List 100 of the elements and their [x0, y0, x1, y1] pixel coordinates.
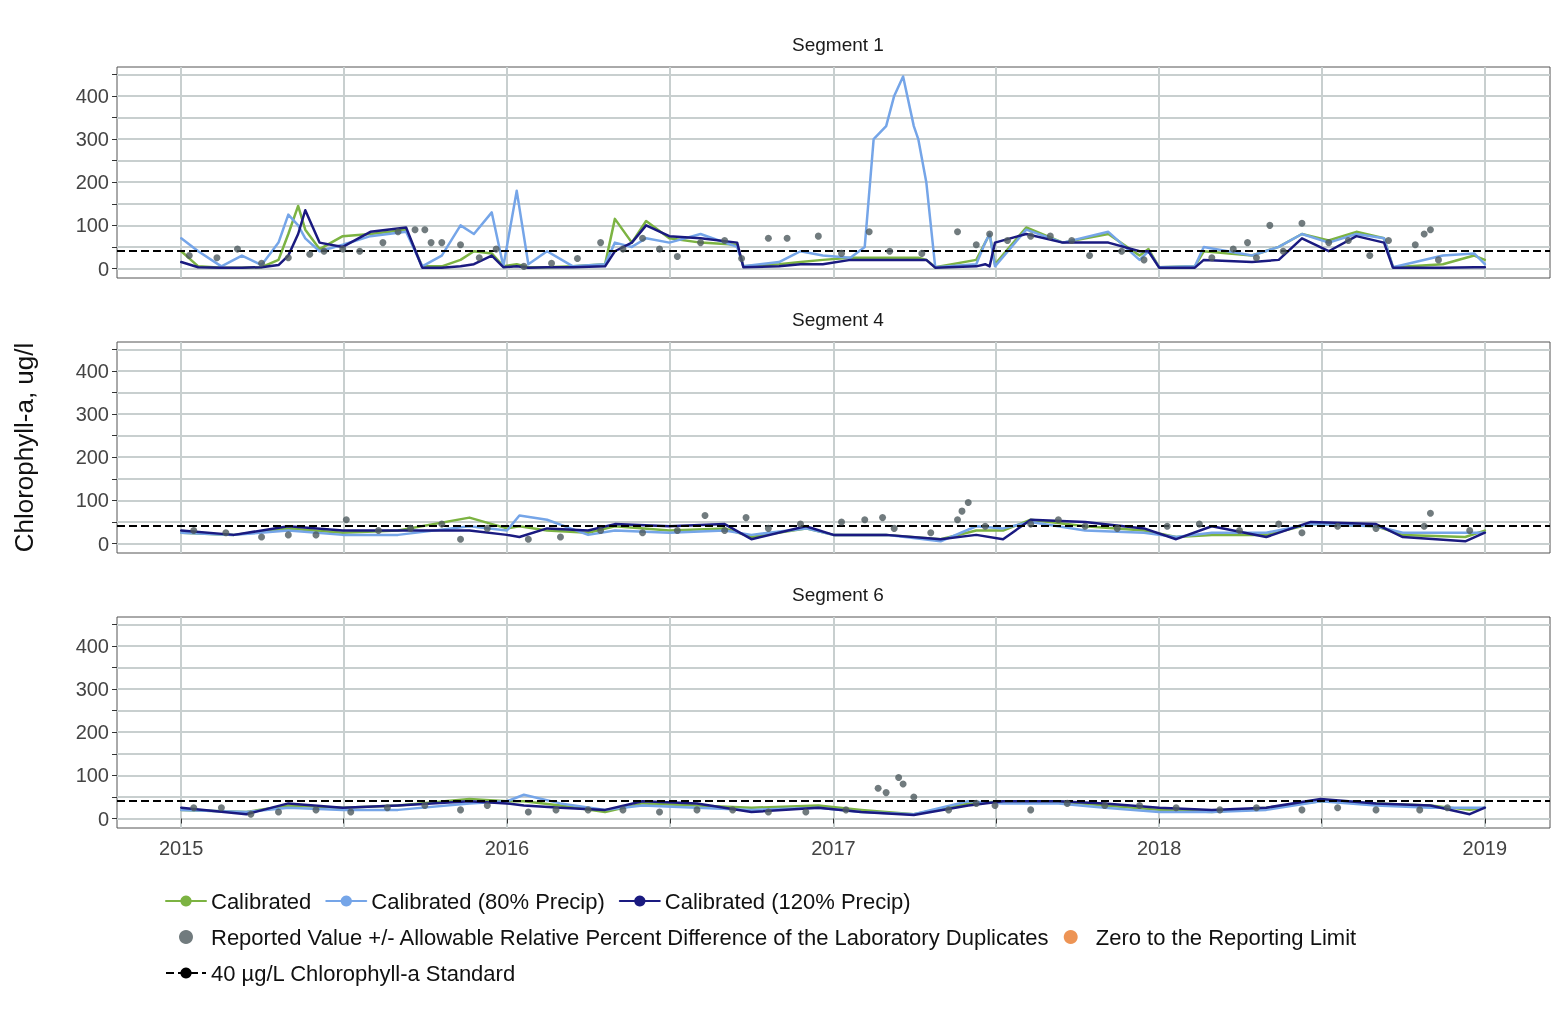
point	[407, 524, 415, 532]
point	[258, 533, 266, 541]
point	[639, 529, 647, 537]
point	[438, 520, 446, 528]
point	[954, 516, 962, 524]
point	[1334, 522, 1342, 530]
point	[1235, 527, 1243, 535]
point	[1416, 806, 1424, 814]
point	[764, 524, 772, 532]
x-tick-label: 2016	[484, 837, 530, 859]
y-tick-label: 0	[97, 532, 109, 555]
point	[991, 802, 999, 810]
chart-title: Segment 4	[792, 309, 885, 330]
point	[597, 527, 605, 535]
point	[861, 516, 869, 524]
point	[742, 514, 750, 522]
point	[584, 806, 592, 814]
point	[927, 529, 935, 537]
point	[1027, 520, 1035, 528]
y-tick-label: 0	[97, 257, 109, 280]
y-tick-label: 0	[97, 807, 109, 830]
point	[656, 808, 664, 816]
point	[247, 810, 255, 818]
point	[1172, 804, 1180, 812]
point	[796, 520, 804, 528]
y-tick-label: 300	[75, 678, 109, 701]
point	[701, 511, 709, 519]
point	[1216, 806, 1224, 814]
point	[457, 535, 465, 543]
point	[838, 518, 846, 526]
point	[619, 806, 627, 814]
point	[1420, 522, 1428, 530]
point	[374, 527, 382, 535]
point	[1081, 522, 1089, 530]
point	[222, 529, 230, 537]
y-tick-label: 300	[75, 128, 109, 151]
y-tick-label: 300	[75, 403, 109, 426]
chart-title: Segment 6	[792, 584, 884, 605]
point	[342, 516, 350, 524]
legend-label: 40 µg/L Chlorophyll-a Standard	[211, 960, 516, 986]
point	[556, 533, 564, 541]
point	[347, 808, 355, 816]
point	[910, 793, 918, 801]
legend-label: Calibrated (80% Precip)	[371, 888, 605, 914]
point	[1195, 520, 1203, 528]
y-tick-label: 200	[75, 446, 109, 469]
point	[383, 804, 391, 812]
point	[1101, 802, 1109, 810]
legend-label: Zero to the Reporting Limit	[1095, 924, 1357, 950]
point	[1275, 520, 1283, 528]
y-tick-label: 100	[75, 214, 109, 237]
point	[1334, 804, 1342, 812]
legend-label: Calibrated (120% Precip)	[664, 888, 911, 914]
legend-label: Calibrated	[211, 888, 312, 914]
y-tick-label: 400	[75, 84, 109, 107]
y-tick-label: 100	[75, 489, 109, 512]
y-tick-label: 400	[75, 634, 109, 657]
point	[764, 808, 772, 816]
y-tick-label: 400	[75, 359, 109, 382]
y-tick-label: 200	[75, 171, 109, 194]
chart-title: Segment 1	[792, 34, 884, 55]
point	[890, 524, 898, 532]
x-tick-label: 2018	[1136, 837, 1182, 859]
point	[1054, 516, 1062, 524]
point	[729, 806, 737, 814]
point	[1466, 527, 1474, 535]
point	[483, 802, 491, 810]
y-tick-label: 100	[75, 764, 109, 787]
point	[721, 527, 729, 535]
x-tick-label: 2015	[158, 837, 204, 859]
point	[457, 806, 465, 814]
point	[1027, 806, 1035, 814]
y-tick-label: 200	[75, 721, 109, 744]
point	[190, 804, 198, 812]
point	[524, 535, 532, 543]
point	[945, 806, 953, 814]
point	[483, 524, 491, 532]
point	[1063, 799, 1071, 807]
point	[802, 808, 810, 816]
point	[1443, 804, 1451, 812]
point	[190, 527, 198, 535]
point	[421, 802, 429, 810]
point	[1426, 509, 1434, 517]
point	[1136, 802, 1144, 810]
point	[879, 514, 887, 522]
point	[1298, 806, 1306, 814]
point	[1298, 529, 1306, 537]
point	[673, 527, 681, 535]
point	[981, 522, 989, 530]
y-axis-title: Chlorophyll-a, ug/l	[9, 342, 39, 553]
legend-label: Reported Value +/- Allowable Relative Percent Difference of the Laboratory Duplicates	[211, 924, 1049, 950]
point	[284, 531, 292, 539]
point	[217, 804, 225, 812]
point	[1163, 522, 1171, 530]
point	[895, 774, 903, 782]
point	[275, 808, 282, 816]
point	[972, 799, 980, 807]
point	[882, 789, 890, 797]
point	[1372, 524, 1380, 532]
point	[1252, 804, 1260, 812]
